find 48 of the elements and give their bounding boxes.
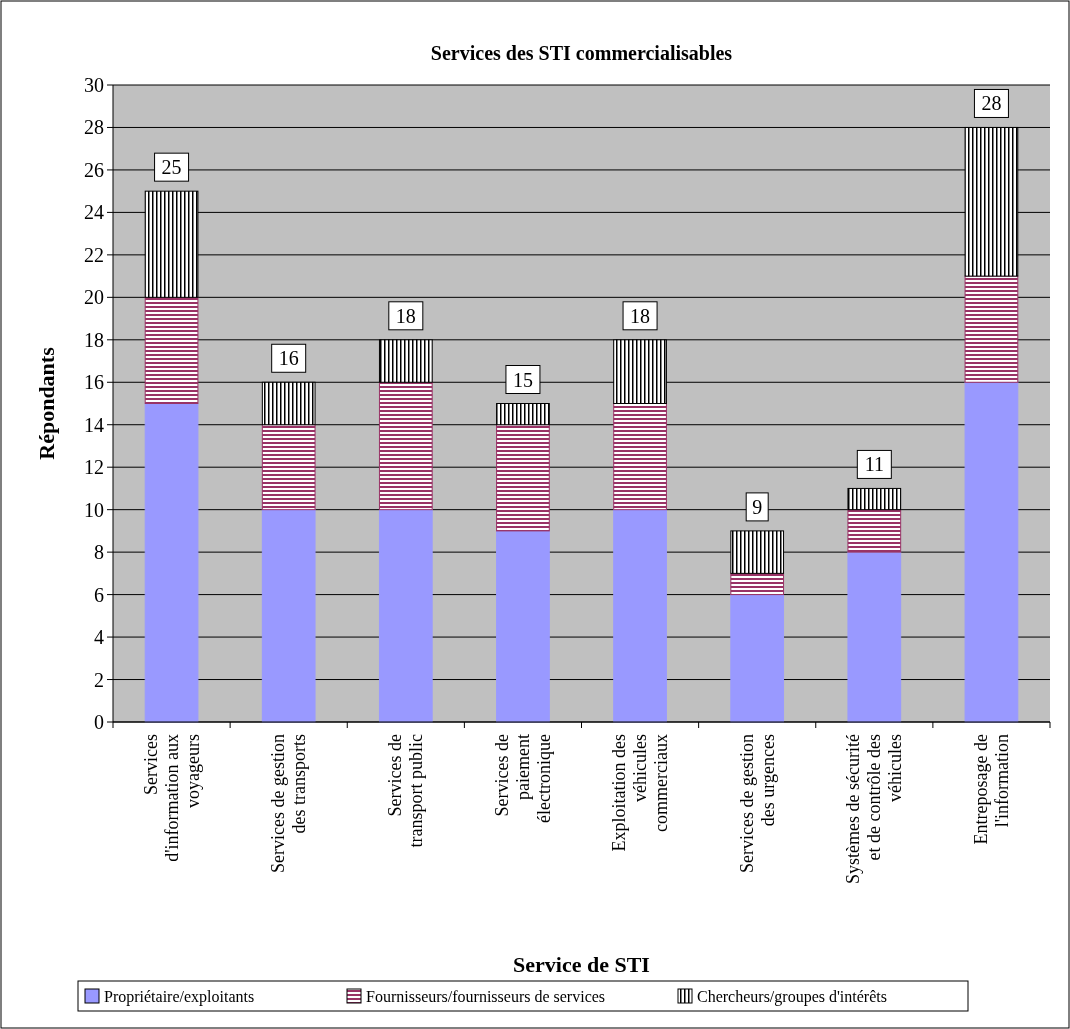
total-label: 18 [395,304,416,327]
total-label: 28 [981,92,1002,115]
total-label: 9 [752,495,763,518]
y-tick-label: 30 [84,74,104,96]
y-tick-label: 2 [94,668,104,691]
bar [144,296,199,404]
legend-label: Propriétaire/exploitants [104,987,255,1006]
bar [496,424,550,532]
x-axis-title: Service de STI [513,952,650,977]
y-tick-label: 8 [94,541,104,564]
y-tick-label: 12 [84,456,104,479]
y-tick-label: 0 [94,711,104,733]
y-axis-title: Répondants [34,346,59,460]
y-tick-label: 26 [84,158,104,181]
total-label: 16 [278,347,299,370]
y-tick-label: 28 [84,116,104,139]
bar [144,403,199,723]
y-tick-label: 14 [84,413,104,436]
x-tick-label: Services d'information aux voyageurs [140,734,203,862]
bar [261,424,316,511]
total-label: 11 [864,453,884,476]
total-label: 15 [512,368,533,391]
total-label: 18 [630,304,651,327]
y-tick-label: 24 [84,201,104,224]
y-tick-label: 10 [84,498,104,521]
bar [496,530,550,723]
bar [964,275,1019,383]
bar [964,381,1019,723]
y-tick-label: 6 [94,583,104,606]
y-tick-label: 22 [84,243,104,266]
y-tick-label: 18 [84,328,104,351]
x-tick-label: Systèmes de sécurité et de contrôle des véhicules [843,734,906,884]
legend-label: Fournisseurs/fournisseurs de services [366,987,606,1005]
bar [378,509,433,723]
bar [730,572,785,596]
legend-label: Chercheurs/groupes d'intérêts [697,987,887,1006]
bar [613,509,667,723]
bar [847,551,902,723]
y-tick-label: 4 [94,626,104,649]
y-tick-label: 20 [84,286,104,309]
total-label: 25 [161,156,182,179]
bar [847,509,902,553]
bar [730,594,785,723]
bar [613,403,667,511]
chart-title: Services des STI commercialisables [430,42,733,64]
bar [261,509,316,723]
bar [378,381,433,511]
y-tick-label: 16 [84,371,104,394]
